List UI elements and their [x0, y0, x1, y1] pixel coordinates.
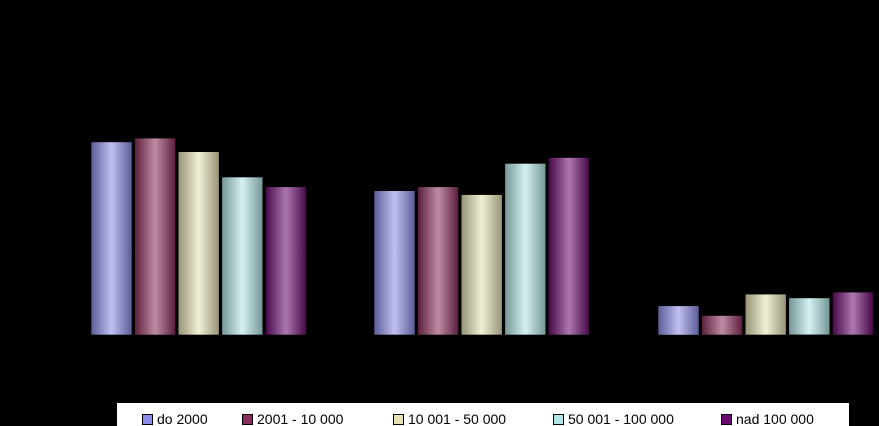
bar-1-series-2 [134, 137, 176, 336]
legend-label: 50 001 - 100 000 [568, 411, 674, 426]
legend-item-1: do 2000 [142, 411, 208, 426]
legend-label: nad 100 000 [736, 411, 814, 426]
bar-1-series-1 [90, 141, 133, 336]
bar-1-series-3 [177, 151, 220, 336]
bar-3-series-2 [701, 315, 743, 336]
bar-3-series-5 [832, 291, 874, 336]
legend-swatch [142, 413, 153, 425]
bar-2-series-3 [460, 194, 503, 336]
bar-2-series-5 [548, 157, 590, 336]
legend-swatch [393, 413, 404, 425]
bar-1-series-4 [221, 176, 264, 336]
legend-item-5: nad 100 000 [721, 411, 814, 426]
legend-label: 2001 - 10 000 [257, 411, 344, 426]
bar-2-series-1 [373, 190, 416, 336]
bar-1-series-5 [265, 186, 307, 336]
legend-swatch [242, 413, 253, 425]
legend-swatch [721, 413, 732, 425]
legend: do 2000 2001 - 10 000 10 001 - 50 000 50 00… [117, 403, 849, 426]
legend-swatch [553, 413, 564, 425]
legend-label: do 2000 [157, 411, 208, 426]
bar-2-series-4 [504, 163, 547, 336]
legend-label: 10 001 - 50 000 [408, 411, 507, 426]
bar-3-series-4 [788, 297, 831, 336]
bar-2-series-2 [417, 186, 459, 336]
bar-3-series-3 [744, 293, 787, 336]
legend-item-2: 2001 - 10 000 [242, 411, 343, 426]
bars [90, 137, 874, 336]
bar-3-series-1 [657, 305, 700, 336]
legend-item-3: 10 001 - 50 000 [393, 411, 506, 426]
legend-item-4: 50 001 - 100 000 [553, 411, 674, 426]
